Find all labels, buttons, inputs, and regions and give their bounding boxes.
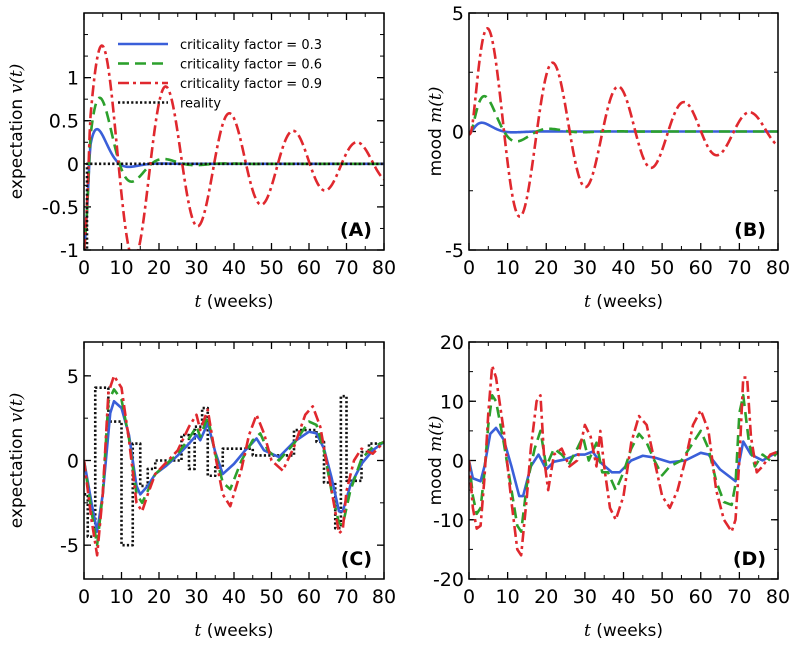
y-axis-label: mood m(t) [426,416,446,506]
series-line-cf03 [84,399,384,533]
x-tick-label: 70 [334,257,358,279]
y-tick-label: 1 [67,68,79,90]
x-axis-label: t (weeks) [194,621,273,641]
legend-label-cf03: criticality factor = 0.3 [180,38,322,53]
y-tick-label: 0.5 [49,111,79,133]
y-tick-label: -1 [60,240,79,262]
x-tick-label: 60 [297,586,321,608]
legend-label-reality: reality [180,97,221,112]
x-tick-label: 50 [650,586,674,608]
x-tick-label: 20 [147,586,171,608]
y-tick-label: -5 [60,535,79,557]
x-tick-label: 40 [611,586,635,608]
x-axis-label: t (weeks) [194,292,273,312]
panel-c: 0 10 20 30 40 50 60 70 80 -5 0 5 (C) t (weeks) expecta… [7,341,396,641]
series-line-reality [84,386,384,547]
x-tick-label: 80 [766,586,790,608]
x-tick-label: 80 [372,586,396,608]
plot-frame [83,12,385,251]
y-tick-label: 5 [452,3,464,25]
y-tick-label: -0.5 [42,197,79,219]
series-line-cf03 [469,426,778,498]
x-tick-label: 70 [334,586,358,608]
x-tick-label: 0 [463,257,475,279]
panel-d: 0 10 20 30 40 50 60 70 80 -20 -10 0 10 20 (D) t (weeks)… [426,332,790,641]
legend: criticality factor = 0.3 criticality fact… [118,38,322,112]
x-tick-label: 0 [78,586,90,608]
x-tick-label: 60 [689,586,713,608]
x-tick-label: 30 [573,257,597,279]
y-axis-label: mood m(t) [426,87,446,177]
x-tick-label: 20 [534,586,558,608]
series-line-cf06 [469,394,778,533]
x-tick-label: 10 [109,586,133,608]
series-line-cf06 [84,388,384,547]
x-axis-label: t (weeks) [584,292,663,312]
y-axis-label: expectation v(t) [7,64,27,200]
x-tick-label: 50 [259,257,283,279]
x-tick-label: 30 [184,257,208,279]
series-line-cf09 [469,364,778,557]
x-tick-label: 20 [534,257,558,279]
y-tick-label: 20 [440,332,464,354]
x-tick-label: 80 [372,257,396,279]
x-axis-label: t (weeks) [584,621,663,641]
x-tick-label: 50 [650,257,674,279]
panel-tag: (D) [733,548,766,570]
y-tick-label: 0 [452,122,464,144]
x-tick-label: 30 [184,586,208,608]
x-tick-label: 70 [727,586,751,608]
panel-a: 0 10 20 30 40 50 60 70 80 -1 -0.5 0 0.5 1 (A) t (weeks)… [7,12,396,312]
x-tick-label: 0 [78,257,90,279]
x-tick-label: 70 [727,257,751,279]
y-tick-label: 5 [67,366,79,388]
x-tick-label: 80 [766,257,790,279]
y-tick-label: 10 [440,391,464,413]
plot-frame [83,341,385,580]
series-line-cf06 [469,94,778,143]
series-group [469,364,778,557]
series-group [469,27,778,218]
series-group [84,44,384,250]
legend-label-cf06: criticality factor = 0.6 [180,58,322,73]
series-line-cf09 [84,44,384,250]
y-tick-label: 0 [67,451,79,473]
series-line-cf06 [84,96,384,250]
series-line-cf09 [84,374,384,557]
y-tick-label: -5 [445,240,464,262]
x-tick-label: 10 [496,586,520,608]
panel-tag: (A) [340,219,372,241]
x-tick-label: 40 [222,257,246,279]
x-tick-label: 60 [689,257,713,279]
y-tick-label: -10 [433,510,464,532]
y-tick-label: -20 [433,569,464,591]
plot-frame [468,341,779,580]
panel-tag: (C) [341,548,372,570]
y-tick-label: 0 [67,154,79,176]
legend-label-cf09: criticality factor = 0.9 [180,77,322,92]
x-tick-label: 40 [611,257,635,279]
x-tick-label: 50 [259,586,283,608]
x-tick-label: 10 [109,257,133,279]
y-axis-label: expectation v(t) [7,393,27,529]
series-line-cf09 [469,27,778,218]
plot-frame [468,12,779,251]
x-tick-label: 10 [496,257,520,279]
series-line-reality [84,162,384,250]
x-tick-label: 30 [573,586,597,608]
x-tick-label: 60 [297,257,321,279]
y-tick-label: 0 [452,451,464,473]
panel-b: 0 10 20 30 40 50 60 70 80-505(B)t (weeks)mood m(… [426,3,790,312]
x-tick-label: 0 [463,586,475,608]
x-tick-label: 40 [222,586,246,608]
x-tick-label: 20 [147,257,171,279]
series-group [84,374,384,557]
panel-tag: (B) [734,219,766,241]
